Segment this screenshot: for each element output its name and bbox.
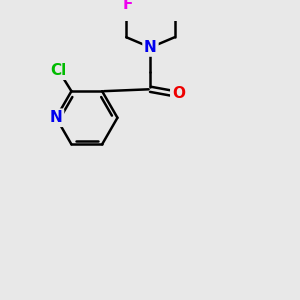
Text: N: N <box>144 40 157 55</box>
Text: O: O <box>172 85 185 100</box>
Text: N: N <box>50 110 62 125</box>
Text: Cl: Cl <box>50 63 67 78</box>
Text: F: F <box>123 0 133 12</box>
